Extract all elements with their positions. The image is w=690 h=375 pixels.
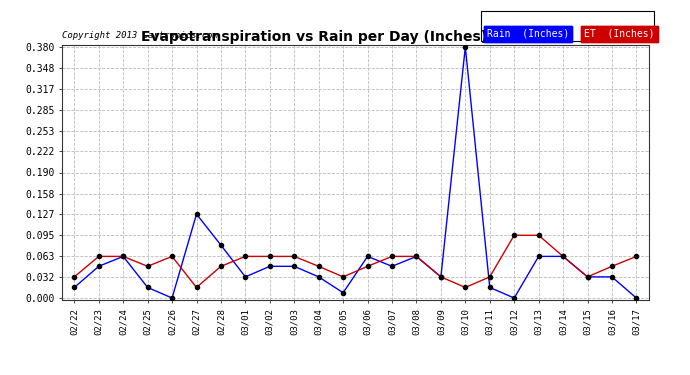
Text: ET  (Inches): ET (Inches) [584, 28, 655, 39]
Text: ET  (Inches): ET (Inches) [584, 28, 655, 39]
Text: Copyright 2013 Cartronics.com: Copyright 2013 Cartronics.com [62, 31, 218, 40]
Text: Rain  (Inches): Rain (Inches) [487, 28, 569, 39]
FancyBboxPatch shape [482, 10, 654, 41]
Text: Rain  (Inches): Rain (Inches) [487, 28, 569, 39]
Title: Evapotranspiration vs Rain per Day (Inches) 20130318: Evapotranspiration vs Rain per Day (Inch… [141, 30, 570, 44]
